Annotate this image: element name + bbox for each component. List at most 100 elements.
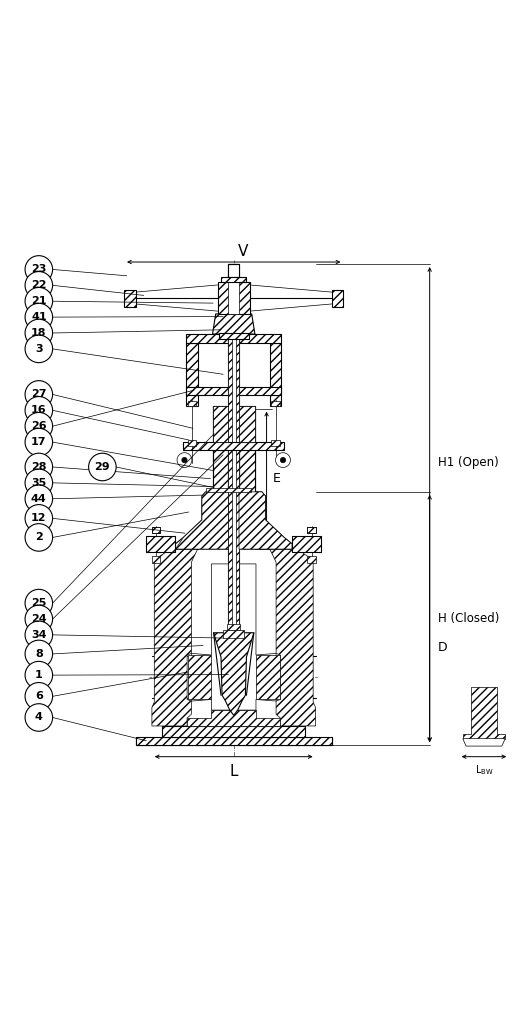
Bar (227, 625, 240, 630)
Text: L$_{\mathsf{BW}}$: L$_{\mathsf{BW}}$ (475, 764, 493, 777)
Bar (152, 556, 160, 563)
Polygon shape (191, 564, 276, 710)
Bar (186, 387, 281, 395)
Polygon shape (239, 492, 292, 549)
Bar (152, 526, 160, 534)
Circle shape (25, 303, 53, 331)
Text: H1 (Open): H1 (Open) (438, 456, 499, 469)
Circle shape (276, 453, 290, 468)
Text: 8: 8 (35, 649, 42, 658)
Bar (292, 537, 321, 552)
Polygon shape (212, 314, 255, 334)
Bar (187, 400, 196, 407)
Circle shape (182, 458, 187, 463)
Text: 22: 22 (31, 281, 47, 291)
Text: 17: 17 (31, 437, 47, 447)
Circle shape (280, 458, 286, 463)
Circle shape (25, 683, 53, 710)
Polygon shape (463, 687, 505, 738)
Bar (228, 263, 239, 276)
Bar (205, 487, 251, 492)
Circle shape (25, 256, 53, 284)
Bar (239, 407, 255, 492)
Circle shape (25, 622, 53, 648)
Bar (307, 526, 316, 534)
Circle shape (25, 662, 53, 689)
Bar (183, 442, 284, 450)
Bar (270, 342, 281, 407)
Text: 4: 4 (35, 713, 43, 723)
Polygon shape (152, 549, 198, 726)
Circle shape (25, 288, 53, 315)
Bar (186, 334, 281, 342)
Bar (236, 264, 239, 635)
Circle shape (89, 454, 116, 480)
Text: 44: 44 (31, 494, 47, 504)
Circle shape (25, 428, 53, 456)
Circle shape (25, 703, 53, 731)
Text: 16: 16 (31, 406, 47, 416)
Polygon shape (162, 726, 305, 736)
Bar (186, 342, 198, 407)
Circle shape (25, 469, 53, 497)
Text: 24: 24 (31, 614, 47, 624)
Polygon shape (270, 549, 315, 726)
Bar (271, 400, 280, 407)
Bar (218, 283, 250, 314)
Text: 12: 12 (31, 513, 47, 523)
Bar (228, 264, 232, 635)
Text: 41: 41 (31, 312, 47, 323)
Circle shape (25, 485, 53, 513)
Circle shape (25, 319, 53, 347)
Bar (239, 407, 255, 442)
Text: 34: 34 (31, 630, 47, 640)
Polygon shape (175, 492, 228, 549)
Text: 27: 27 (31, 389, 47, 399)
Bar (219, 333, 249, 339)
Circle shape (25, 396, 53, 424)
Bar (271, 440, 280, 446)
Bar (228, 283, 239, 314)
Text: 2: 2 (35, 532, 42, 543)
Text: L: L (229, 764, 238, 778)
Bar (187, 440, 196, 446)
Circle shape (177, 453, 192, 468)
Circle shape (25, 590, 53, 616)
Polygon shape (463, 738, 505, 746)
Bar (228, 264, 239, 635)
Text: V: V (238, 244, 249, 259)
Text: 26: 26 (31, 421, 47, 431)
Circle shape (25, 605, 53, 633)
Circle shape (25, 505, 53, 532)
Text: E: E (273, 472, 281, 485)
Text: 23: 23 (31, 264, 47, 274)
Text: 3: 3 (35, 344, 42, 354)
Circle shape (25, 454, 53, 480)
Text: 1: 1 (35, 670, 42, 680)
Text: 6: 6 (35, 691, 43, 701)
Text: 21: 21 (31, 296, 47, 306)
Bar (332, 290, 344, 306)
Circle shape (25, 335, 53, 362)
Text: 18: 18 (31, 328, 47, 338)
Polygon shape (187, 710, 280, 726)
Polygon shape (256, 655, 280, 699)
Bar (221, 276, 246, 283)
Text: 25: 25 (31, 598, 47, 608)
Circle shape (25, 640, 53, 668)
Circle shape (25, 413, 53, 440)
Text: 35: 35 (31, 478, 46, 487)
Polygon shape (187, 655, 211, 699)
Text: 29: 29 (95, 462, 110, 472)
Circle shape (25, 381, 53, 409)
Text: H (Closed): H (Closed) (438, 612, 499, 625)
Bar (307, 556, 316, 563)
Text: D: D (438, 641, 447, 653)
Text: 28: 28 (31, 462, 47, 472)
Bar (147, 537, 175, 552)
Polygon shape (136, 736, 332, 745)
Bar (223, 630, 244, 638)
Bar (212, 407, 228, 442)
Bar (152, 526, 160, 534)
Polygon shape (175, 492, 292, 549)
